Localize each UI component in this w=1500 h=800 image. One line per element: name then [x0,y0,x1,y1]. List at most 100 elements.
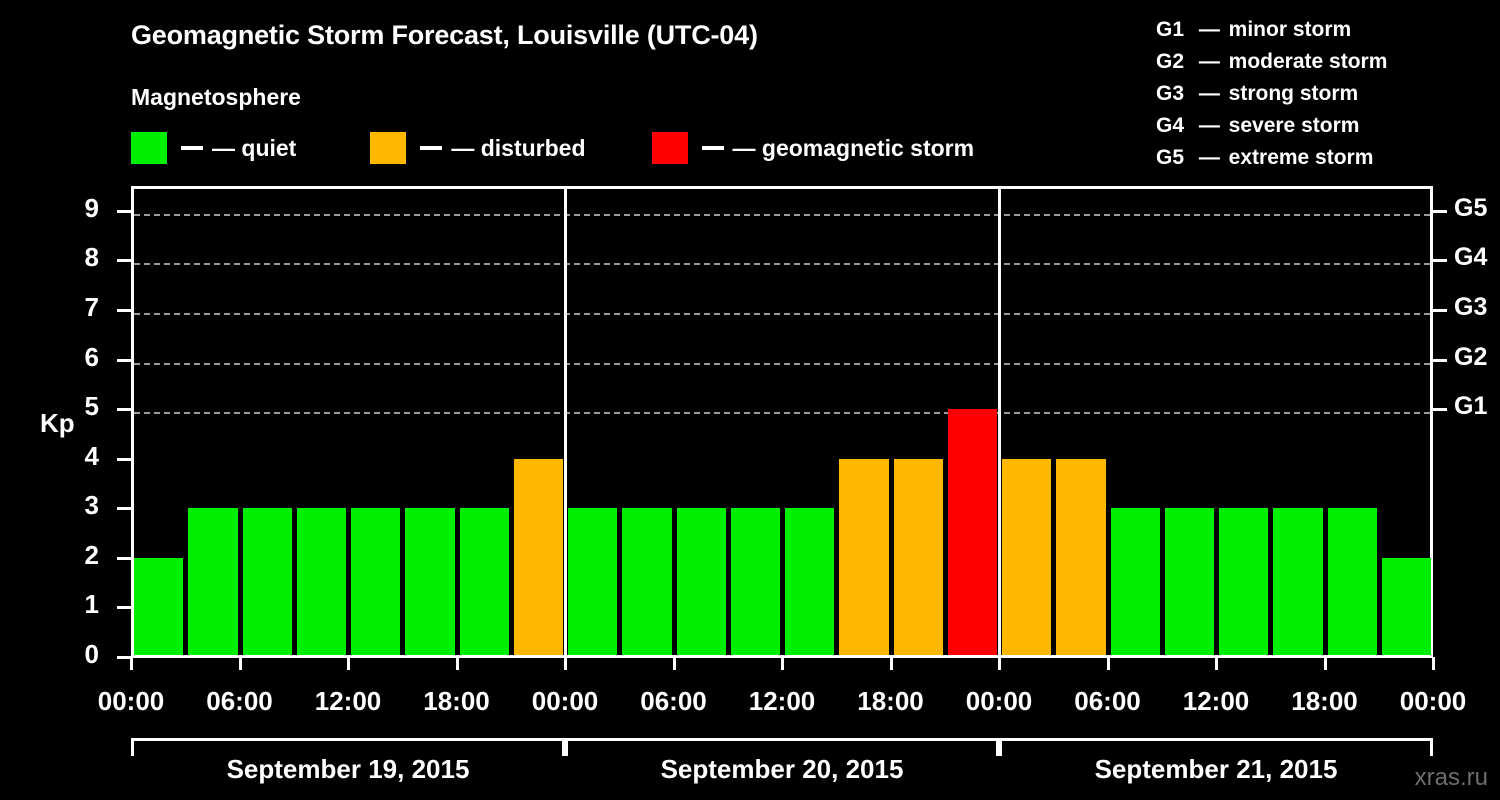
y-axis-tick [117,656,131,659]
gscale-row: G1 — minor storm [1156,14,1486,46]
y-axis-tick-label: 4 [84,440,99,471]
gscale-code: G5 [1156,146,1185,169]
magnetosphere-legend: — quiet — disturbed — geomagnetic storm [131,132,974,164]
y-axis-tick [117,556,131,560]
x-axis-tick [238,657,242,670]
y-axis-tick-label: 5 [84,391,99,422]
x-axis-tick [564,657,567,670]
y-axis-tick [117,209,131,213]
page-title: Geomagnetic Storm Forecast, Louisville (… [131,20,758,50]
bar [1219,508,1269,657]
y-axis-label: Kp [40,408,75,438]
bar [1002,458,1052,657]
gscale-dash-icon: — [1193,18,1226,41]
g-axis-tick [1433,358,1447,362]
x-axis-tick [781,657,784,670]
legend-item-storm: — geomagnetic storm [651,132,975,164]
gscale-label: extreme storm [1228,146,1374,169]
x-axis-tick [455,657,459,670]
bar [785,508,835,657]
plot-inner [134,189,1431,657]
y-axis-tick-label: 7 [84,291,99,322]
x-axis-tick-label: 18:00 [857,686,924,716]
x-axis-tick [889,657,893,670]
x-axis-tick-label: 18:00 [423,686,490,716]
date-bracket [999,738,1433,756]
gscale-code: G1 [1156,18,1185,41]
gscale-label: moderate storm [1228,50,1388,73]
y-axis-tick [117,408,131,412]
y-axis-tick-label: 8 [84,242,99,273]
y-axis-tick-label: 9 [84,192,99,223]
gridline [134,412,1430,415]
y-axis-tick-label: 1 [84,589,99,620]
legend-label-disturbed: — disturbed [451,134,586,161]
gscale-row: G2 — moderate storm [1156,46,1486,78]
bar [947,409,997,657]
bar [676,508,726,657]
gridline [134,263,1430,266]
y-axis-tick [117,259,131,263]
y-axis-tick-label: 3 [84,490,99,521]
gscale-label: minor storm [1228,18,1352,41]
bar [1056,458,1106,657]
x-axis-tick-label: 06:00 [640,686,707,716]
bar [730,508,780,657]
y-axis-tick [117,606,131,610]
g-axis-tick-label: G4 [1454,243,1488,272]
gscale-code: G3 [1156,82,1185,105]
bar [568,508,618,657]
g-axis-tick [1433,259,1447,263]
gscale-dash-icon: — [1193,50,1226,73]
x-axis-tick-label: 00:00 [965,686,1033,716]
date-label: September 20, 2015 [660,754,904,784]
bar [1164,508,1214,657]
bar [296,508,346,657]
day-separator [564,189,567,657]
legend-item-quiet: — quiet [131,132,296,164]
gridline [134,312,1430,315]
gscale-row: G5 — extreme storm [1156,142,1486,174]
g-axis-tick-label: G1 [1454,392,1488,421]
x-axis-tick-label: 12:00 [1182,686,1250,716]
x-axis-tick [1215,657,1218,670]
disturbed-swatch [370,132,407,164]
y-axis-tick-label: 6 [84,341,99,372]
legend-item-disturbed: — disturbed [370,132,586,164]
y-axis-tick-label: 0 [84,639,99,669]
x-axis-tick [998,657,1001,670]
gscale-label: strong storm [1228,82,1359,105]
bar [134,557,184,657]
bar [242,508,292,657]
bar [351,508,401,657]
date-label: September 19, 2015 [226,754,470,784]
bar [405,508,455,657]
x-axis-tick [347,657,350,670]
legend-dash-icon [181,146,203,150]
g-axis-tick [1433,408,1447,412]
gridline [134,213,1430,216]
watermark: xras.ru [1414,764,1488,791]
legend-label-quiet: — quiet [212,134,297,161]
legend-label-storm: — geomagnetic storm [732,134,975,161]
bar [893,458,943,657]
x-axis-tick [1432,657,1435,670]
gscale-dash-icon: — [1193,146,1226,169]
bar [622,508,672,657]
date-bracket [131,738,565,756]
x-axis-tick-label: 00:00 [531,686,599,716]
x-axis-tick-label: 12:00 [748,686,816,716]
legend-dash-icon [420,146,443,150]
bar [1327,508,1377,657]
x-axis-tick-label: 12:00 [314,686,382,716]
y-axis-tick [117,457,131,461]
gscale-dash-icon: — [1193,82,1226,105]
date-label: September 21, 2015 [1094,754,1338,784]
x-axis-tick [1323,657,1327,670]
y-axis-tick [117,358,131,362]
x-axis-tick [1106,657,1110,670]
y-axis-tick [117,507,131,511]
x-axis-tick [130,657,133,670]
x-axis-line [131,655,1433,658]
bar [1273,508,1323,657]
